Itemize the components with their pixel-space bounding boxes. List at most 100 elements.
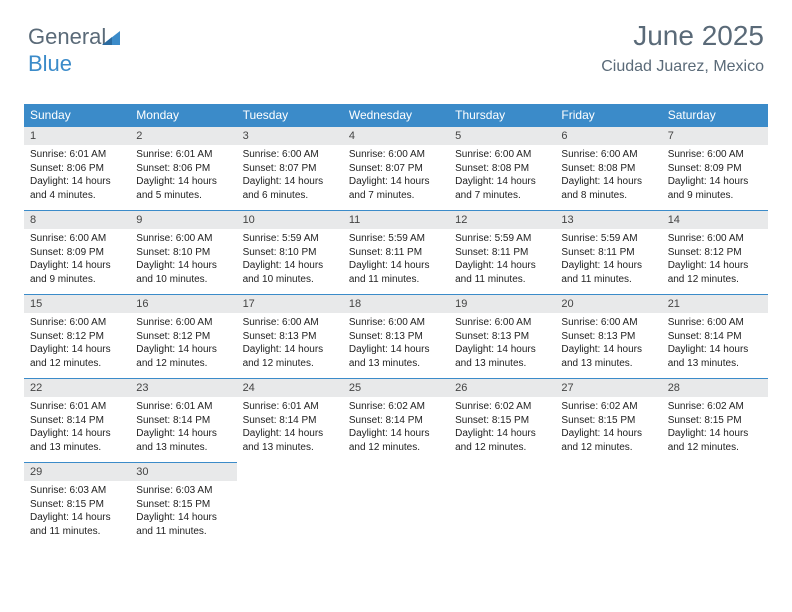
day-number: 3 [237, 127, 343, 145]
day-number: 27 [555, 379, 661, 397]
day-details: Sunrise: 6:03 AMSunset: 8:15 PMDaylight:… [24, 481, 130, 546]
calendar-row: 1Sunrise: 6:01 AMSunset: 8:06 PMDaylight… [24, 127, 768, 211]
day-details: Sunrise: 6:00 AMSunset: 8:09 PMDaylight:… [662, 145, 768, 210]
day-number: 23 [130, 379, 236, 397]
calendar-cell [237, 463, 343, 547]
weekday-header: Saturday [662, 104, 768, 127]
logo: General Blue [28, 24, 120, 77]
page-title: June 2025 [601, 20, 764, 52]
day-number: 25 [343, 379, 449, 397]
page-header: June 2025 Ciudad Juarez, Mexico [601, 20, 764, 76]
day-number: 14 [662, 211, 768, 229]
calendar-cell: 12Sunrise: 5:59 AMSunset: 8:11 PMDayligh… [449, 211, 555, 295]
day-details: Sunrise: 6:00 AMSunset: 8:08 PMDaylight:… [555, 145, 661, 210]
day-details: Sunrise: 6:00 AMSunset: 8:13 PMDaylight:… [555, 313, 661, 378]
calendar-cell [662, 463, 768, 547]
weekday-header: Thursday [449, 104, 555, 127]
calendar-row: 8Sunrise: 6:00 AMSunset: 8:09 PMDaylight… [24, 211, 768, 295]
day-details: Sunrise: 6:00 AMSunset: 8:10 PMDaylight:… [130, 229, 236, 294]
calendar-cell: 21Sunrise: 6:00 AMSunset: 8:14 PMDayligh… [662, 295, 768, 379]
day-details: Sunrise: 6:01 AMSunset: 8:14 PMDaylight:… [237, 397, 343, 462]
day-number: 8 [24, 211, 130, 229]
day-number: 13 [555, 211, 661, 229]
day-number: 29 [24, 463, 130, 481]
day-number: 2 [130, 127, 236, 145]
day-details: Sunrise: 5:59 AMSunset: 8:10 PMDaylight:… [237, 229, 343, 294]
calendar-cell: 16Sunrise: 6:00 AMSunset: 8:12 PMDayligh… [130, 295, 236, 379]
day-number: 10 [237, 211, 343, 229]
day-details: Sunrise: 6:01 AMSunset: 8:06 PMDaylight:… [24, 145, 130, 210]
day-number: 4 [343, 127, 449, 145]
day-details: Sunrise: 6:01 AMSunset: 8:06 PMDaylight:… [130, 145, 236, 210]
calendar-cell: 14Sunrise: 6:00 AMSunset: 8:12 PMDayligh… [662, 211, 768, 295]
day-details: Sunrise: 6:00 AMSunset: 8:07 PMDaylight:… [237, 145, 343, 210]
day-number: 18 [343, 295, 449, 313]
day-number: 15 [24, 295, 130, 313]
calendar-cell: 18Sunrise: 6:00 AMSunset: 8:13 PMDayligh… [343, 295, 449, 379]
calendar-cell: 11Sunrise: 5:59 AMSunset: 8:11 PMDayligh… [343, 211, 449, 295]
day-details: Sunrise: 6:02 AMSunset: 8:15 PMDaylight:… [662, 397, 768, 462]
day-details: Sunrise: 6:00 AMSunset: 8:13 PMDaylight:… [343, 313, 449, 378]
day-number: 6 [555, 127, 661, 145]
weekday-header-row: SundayMondayTuesdayWednesdayThursdayFrid… [24, 104, 768, 127]
day-details: Sunrise: 6:00 AMSunset: 8:12 PMDaylight:… [662, 229, 768, 294]
day-number: 9 [130, 211, 236, 229]
weekday-header: Friday [555, 104, 661, 127]
calendar-row: 22Sunrise: 6:01 AMSunset: 8:14 PMDayligh… [24, 379, 768, 463]
day-number: 28 [662, 379, 768, 397]
calendar-row: 29Sunrise: 6:03 AMSunset: 8:15 PMDayligh… [24, 463, 768, 547]
calendar-cell: 30Sunrise: 6:03 AMSunset: 8:15 PMDayligh… [130, 463, 236, 547]
calendar-cell: 23Sunrise: 6:01 AMSunset: 8:14 PMDayligh… [130, 379, 236, 463]
day-details: Sunrise: 6:00 AMSunset: 8:09 PMDaylight:… [24, 229, 130, 294]
calendar-cell: 27Sunrise: 6:02 AMSunset: 8:15 PMDayligh… [555, 379, 661, 463]
calendar-cell: 22Sunrise: 6:01 AMSunset: 8:14 PMDayligh… [24, 379, 130, 463]
calendar-cell: 9Sunrise: 6:00 AMSunset: 8:10 PMDaylight… [130, 211, 236, 295]
day-details: Sunrise: 6:00 AMSunset: 8:12 PMDaylight:… [24, 313, 130, 378]
calendar-body: 1Sunrise: 6:01 AMSunset: 8:06 PMDaylight… [24, 127, 768, 547]
calendar-cell: 5Sunrise: 6:00 AMSunset: 8:08 PMDaylight… [449, 127, 555, 211]
calendar-cell: 24Sunrise: 6:01 AMSunset: 8:14 PMDayligh… [237, 379, 343, 463]
calendar-cell: 20Sunrise: 6:00 AMSunset: 8:13 PMDayligh… [555, 295, 661, 379]
day-details: Sunrise: 6:01 AMSunset: 8:14 PMDaylight:… [24, 397, 130, 462]
day-number: 17 [237, 295, 343, 313]
calendar-cell: 2Sunrise: 6:01 AMSunset: 8:06 PMDaylight… [130, 127, 236, 211]
calendar-cell: 13Sunrise: 5:59 AMSunset: 8:11 PMDayligh… [555, 211, 661, 295]
day-details: Sunrise: 6:00 AMSunset: 8:13 PMDaylight:… [449, 313, 555, 378]
calendar-cell [555, 463, 661, 547]
calendar-cell: 3Sunrise: 6:00 AMSunset: 8:07 PMDaylight… [237, 127, 343, 211]
calendar-cell [449, 463, 555, 547]
day-number: 24 [237, 379, 343, 397]
calendar-table: SundayMondayTuesdayWednesdayThursdayFrid… [24, 104, 768, 546]
page-location: Ciudad Juarez, Mexico [601, 58, 764, 76]
logo-text-2: Blue [28, 51, 72, 76]
day-details: Sunrise: 6:02 AMSunset: 8:15 PMDaylight:… [555, 397, 661, 462]
day-number: 26 [449, 379, 555, 397]
calendar-cell: 17Sunrise: 6:00 AMSunset: 8:13 PMDayligh… [237, 295, 343, 379]
day-number: 20 [555, 295, 661, 313]
day-number: 22 [24, 379, 130, 397]
calendar-cell: 29Sunrise: 6:03 AMSunset: 8:15 PMDayligh… [24, 463, 130, 547]
calendar-cell: 25Sunrise: 6:02 AMSunset: 8:14 PMDayligh… [343, 379, 449, 463]
calendar-cell: 19Sunrise: 6:00 AMSunset: 8:13 PMDayligh… [449, 295, 555, 379]
weekday-header: Wednesday [343, 104, 449, 127]
day-details: Sunrise: 5:59 AMSunset: 8:11 PMDaylight:… [343, 229, 449, 294]
day-details: Sunrise: 6:00 AMSunset: 8:14 PMDaylight:… [662, 313, 768, 378]
calendar-cell: 26Sunrise: 6:02 AMSunset: 8:15 PMDayligh… [449, 379, 555, 463]
calendar-cell: 28Sunrise: 6:02 AMSunset: 8:15 PMDayligh… [662, 379, 768, 463]
calendar-cell: 7Sunrise: 6:00 AMSunset: 8:09 PMDaylight… [662, 127, 768, 211]
day-number: 7 [662, 127, 768, 145]
day-number: 16 [130, 295, 236, 313]
day-details: Sunrise: 6:02 AMSunset: 8:14 PMDaylight:… [343, 397, 449, 462]
calendar-cell: 4Sunrise: 6:00 AMSunset: 8:07 PMDaylight… [343, 127, 449, 211]
logo-text-1: General [28, 24, 106, 49]
day-details: Sunrise: 5:59 AMSunset: 8:11 PMDaylight:… [449, 229, 555, 294]
day-number: 1 [24, 127, 130, 145]
day-details: Sunrise: 5:59 AMSunset: 8:11 PMDaylight:… [555, 229, 661, 294]
day-number: 12 [449, 211, 555, 229]
day-details: Sunrise: 6:00 AMSunset: 8:08 PMDaylight:… [449, 145, 555, 210]
day-details: Sunrise: 6:01 AMSunset: 8:14 PMDaylight:… [130, 397, 236, 462]
day-details: Sunrise: 6:02 AMSunset: 8:15 PMDaylight:… [449, 397, 555, 462]
calendar-row: 15Sunrise: 6:00 AMSunset: 8:12 PMDayligh… [24, 295, 768, 379]
weekday-header: Tuesday [237, 104, 343, 127]
day-number: 5 [449, 127, 555, 145]
